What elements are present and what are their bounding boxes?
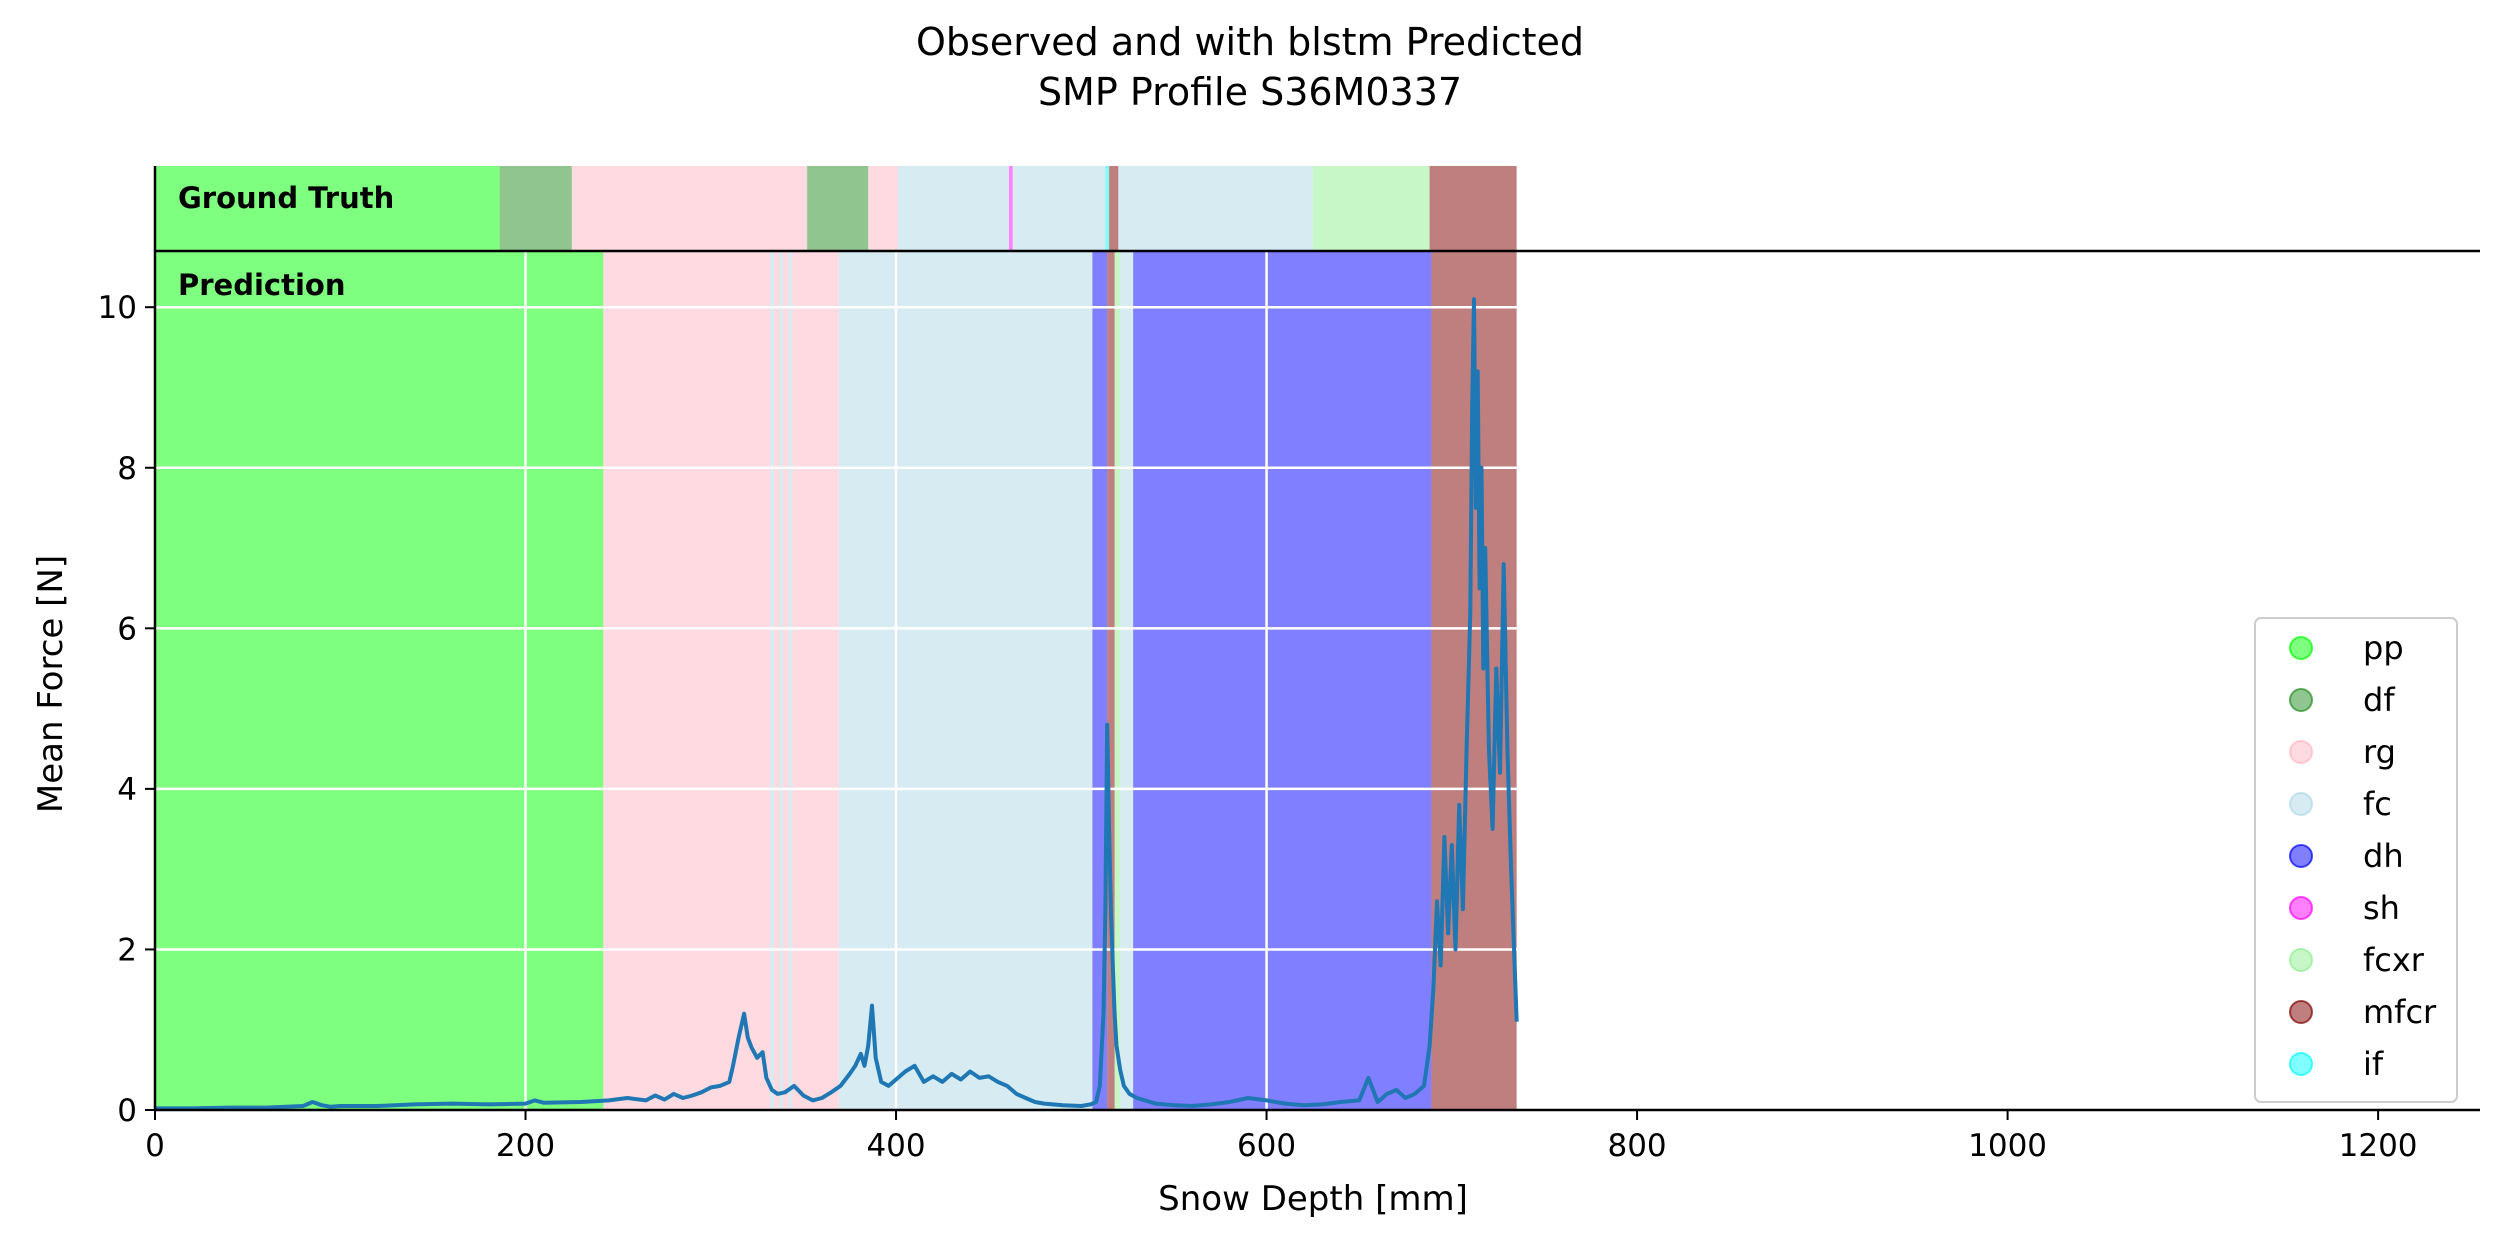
x-tick-label: 1200 (2339, 1128, 2418, 1164)
pred-band-mfcr (1107, 251, 1115, 1110)
x-tick-label: 400 (866, 1128, 925, 1164)
y-tick-label: 8 (117, 451, 137, 487)
gt-band-fc (897, 166, 1010, 251)
pred-band-rg (792, 251, 839, 1110)
legend-marker-rg (2289, 740, 2313, 764)
gt-band-mfcr (1429, 166, 1517, 251)
x-tick-label: 600 (1237, 1128, 1296, 1164)
legend-box (2254, 617, 2458, 1103)
legend-marker-df (2289, 688, 2313, 712)
pred-band-fc (838, 251, 1093, 1110)
y-tick-label: 4 (117, 772, 137, 808)
pred-band-dh (1092, 251, 1108, 1110)
prediction-bands (155, 251, 1517, 1110)
pred-band-fcxr (1114, 251, 1121, 1110)
legend-label-if: if (2363, 1045, 2384, 1083)
prediction-label: Prediction (178, 268, 346, 302)
y-tick-label: 6 (117, 611, 137, 647)
gt-band-fc (1012, 166, 1106, 251)
force-line-layer (155, 297, 1519, 1111)
pred-band-rg (603, 251, 771, 1110)
pred-band-fc (788, 251, 793, 1110)
legend-label-mfcr: mfcr (2363, 993, 2437, 1031)
y-tick-label: 0 (117, 1093, 137, 1129)
axes (153, 166, 2480, 1112)
x-tick-label: 800 (1607, 1128, 1666, 1164)
legend-label-fcxr: fcxr (2363, 941, 2425, 979)
legend-marker-if (2289, 1052, 2313, 1076)
x-tick-label: 1000 (1968, 1128, 2047, 1164)
legend-label-dh: dh (2363, 837, 2404, 875)
y-tick-label: 2 (117, 932, 137, 968)
legend-label-fc: fc (2363, 785, 2392, 823)
pred-band-fc (779, 251, 784, 1110)
y-tick-label: 10 (98, 290, 137, 326)
legend-marker-dh (2289, 844, 2313, 868)
legend-marker-pp (2289, 636, 2313, 660)
chart-title-line-1: Observed and with blstm Predicted (916, 20, 1584, 64)
gt-band-df (807, 166, 869, 251)
pred-band-fc (1120, 251, 1134, 1110)
legend-label-rg: rg (2363, 733, 2396, 771)
legend-marker-sh (2289, 896, 2313, 920)
gt-band-fc (1118, 166, 1313, 251)
y-axis-label: Mean Force [N] (31, 555, 71, 813)
gt-band-rg (571, 166, 808, 251)
x-axis-label: Snow Depth [mm] (1158, 1179, 1468, 1219)
ground-truth-bands (155, 166, 1517, 251)
legend-label-df: df (2363, 681, 2395, 719)
legend-marker-fcxr (2289, 948, 2313, 972)
gt-band-df (499, 166, 572, 251)
y-ticks: 0 2 4 6 8 10 (98, 290, 155, 1129)
ground-truth-label: Ground Truth (178, 181, 394, 215)
pred-band-rg (773, 251, 780, 1110)
legend-label-pp: pp (2363, 629, 2404, 667)
legend-marker-fc (2289, 792, 2313, 816)
gt-band-pp (155, 166, 500, 251)
force-line (155, 297, 1519, 1111)
gt-band-mfcr (1109, 166, 1119, 251)
gt-band-if (1105, 166, 1110, 251)
legend-marker-mfcr (2289, 1000, 2313, 1024)
pred-band-dh (1133, 251, 1432, 1110)
x-tick-label: 0 (145, 1128, 165, 1164)
pred-band-pp (155, 251, 604, 1110)
legend: pp df rg fc dh sh fcxr mfcr if (2254, 617, 2458, 1103)
gt-band-sh (1009, 166, 1013, 251)
chart-title-line-2: SMP Profile S36M0337 (1038, 70, 1462, 114)
gt-band-rg (868, 166, 898, 251)
legend-label-sh: sh (2363, 889, 2400, 927)
x-ticks: 0 200 400 600 800 1000 1200 (145, 1110, 2418, 1164)
gt-band-fcxr (1312, 166, 1430, 251)
grid-lines (155, 251, 2480, 1110)
pred-band-fc (770, 251, 774, 1110)
pred-band-rg (783, 251, 789, 1110)
x-tick-label: 200 (496, 1128, 555, 1164)
